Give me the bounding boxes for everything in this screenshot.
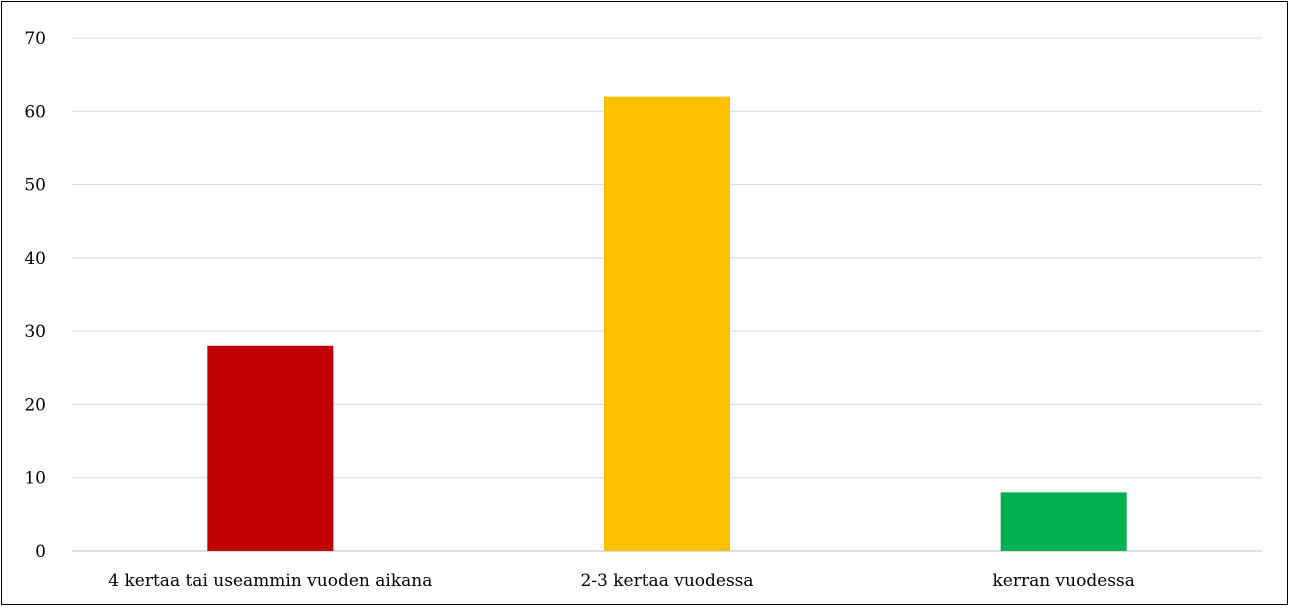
x-category-label: 2-3 kertaa vuodessa <box>580 571 753 591</box>
x-category-label: 4 kertaa tai useammin vuoden aikana <box>108 571 432 591</box>
x-axis-category-labels: 4 kertaa tai useammin vuoden aikana 2-3 k… <box>108 571 1135 591</box>
bars <box>207 96 1127 551</box>
x-category-label: kerran vuodessa <box>992 571 1134 591</box>
y-axis-tick-labels: 0 10 20 30 40 50 60 70 <box>24 29 46 562</box>
bar <box>604 96 730 551</box>
y-tick-label: 70 <box>24 29 46 49</box>
y-tick-label: 0 <box>35 542 46 562</box>
y-tick-label: 20 <box>24 395 46 415</box>
y-tick-label: 60 <box>24 102 46 122</box>
y-tick-label: 10 <box>24 469 46 489</box>
y-tick-label: 30 <box>24 322 46 342</box>
bar <box>1000 492 1127 551</box>
y-tick-label: 40 <box>24 249 46 269</box>
y-tick-label: 50 <box>24 176 46 196</box>
bar <box>207 345 334 551</box>
